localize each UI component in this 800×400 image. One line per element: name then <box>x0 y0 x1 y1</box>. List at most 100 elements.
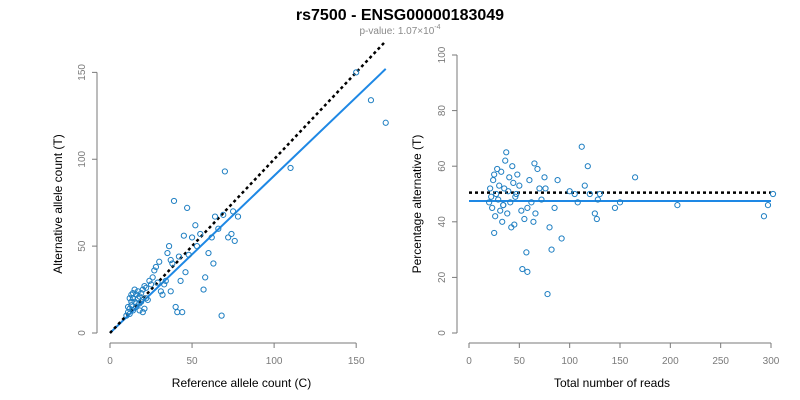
x-axis-label: Total number of reads <box>554 376 670 390</box>
data-point <box>202 274 209 281</box>
data-point <box>229 208 237 215</box>
data-point <box>129 307 137 314</box>
y-tick-label: 100 <box>77 150 88 167</box>
data-point <box>505 188 512 195</box>
data-point <box>544 290 551 298</box>
data-point <box>506 174 513 181</box>
data-point <box>536 185 543 192</box>
data-point <box>491 229 498 237</box>
data-point <box>512 193 519 200</box>
data-point <box>154 279 161 286</box>
data-point <box>498 168 505 175</box>
data-point <box>129 295 137 302</box>
data-point <box>532 210 539 217</box>
data-point <box>593 215 600 223</box>
data-point <box>136 300 143 307</box>
data-point <box>538 196 545 203</box>
data-point <box>489 204 496 211</box>
data-point <box>493 190 500 198</box>
y-axis-label: Alternative allele count (T) <box>51 134 65 273</box>
data-point <box>146 277 153 284</box>
data-point <box>367 97 375 104</box>
data-point <box>518 207 525 214</box>
data-point <box>548 246 555 253</box>
data-point <box>764 202 772 209</box>
data-point <box>126 295 133 302</box>
data-point <box>139 309 146 316</box>
data-point <box>172 303 179 311</box>
data-point <box>674 202 681 209</box>
data-point <box>530 218 537 225</box>
data-point <box>141 305 148 312</box>
data-point <box>208 234 215 241</box>
y-tick-label: 60 <box>437 160 448 172</box>
y-tick-label: 0 <box>437 330 448 336</box>
data-point <box>516 182 523 189</box>
data-point <box>594 196 601 203</box>
data-point <box>760 213 768 220</box>
data-point <box>157 288 164 295</box>
data-point <box>123 312 130 319</box>
data-point <box>221 168 228 175</box>
data-point <box>513 190 520 198</box>
x-tick-label: 0 <box>107 356 113 367</box>
data-point <box>167 288 174 295</box>
data-point <box>228 230 235 238</box>
data-point <box>578 143 585 150</box>
data-point <box>182 269 189 276</box>
data-point <box>193 243 201 250</box>
data-point <box>159 291 166 298</box>
data-point <box>174 309 181 316</box>
data-point <box>521 215 528 223</box>
subtitle-exponent: -4 <box>434 24 440 31</box>
data-point <box>541 174 548 181</box>
data-point <box>497 207 504 214</box>
data-point <box>503 149 510 156</box>
data-point <box>144 296 151 304</box>
x-tick-label: 150 <box>612 356 629 367</box>
data-point <box>509 163 516 170</box>
data-point <box>353 69 360 76</box>
data-point <box>510 179 517 186</box>
subtitle-prefix: p-value: 1.07×10 <box>359 26 434 37</box>
y-tick-label: 20 <box>437 271 448 283</box>
y-tick-label: 80 <box>437 105 448 117</box>
x-tick-label: 150 <box>348 356 365 367</box>
data-point <box>126 310 133 317</box>
y-tick-label: 100 <box>437 46 448 63</box>
figure-title: rs7500 - ENSG00000183049 <box>296 7 504 24</box>
data-point <box>496 182 503 189</box>
data-point <box>507 199 514 206</box>
data-point <box>611 204 619 211</box>
data-point <box>526 177 533 184</box>
data-point <box>192 222 199 229</box>
right-panel: 0 50 100 150 200 250 300 0 20 40 60 80 100 Total numb… <box>410 46 780 390</box>
data-point <box>165 243 173 250</box>
x-tick-label: 300 <box>763 356 780 367</box>
data-point <box>197 230 204 238</box>
data-point <box>179 309 186 316</box>
y-tick-label: 0 <box>77 330 88 336</box>
data-point <box>632 174 639 181</box>
data-point <box>531 160 538 167</box>
x-tick-label: 100 <box>266 356 283 367</box>
data-point <box>542 185 549 192</box>
data-point <box>499 218 506 225</box>
data-point <box>152 263 160 271</box>
data-point <box>511 221 518 228</box>
data-point <box>524 204 531 211</box>
data-point <box>492 213 499 220</box>
data-point <box>143 295 150 302</box>
data-point <box>149 274 156 281</box>
x-axis-label: Reference allele count (C) <box>172 376 311 390</box>
data-point <box>514 171 521 178</box>
x-tick-label: 200 <box>662 356 679 367</box>
x-tick-label: 250 <box>712 356 729 367</box>
data-point <box>546 224 553 231</box>
data-point <box>504 210 511 217</box>
data-point <box>200 286 207 293</box>
data-point <box>566 188 573 195</box>
data-point <box>138 298 145 305</box>
data-point <box>147 281 155 288</box>
